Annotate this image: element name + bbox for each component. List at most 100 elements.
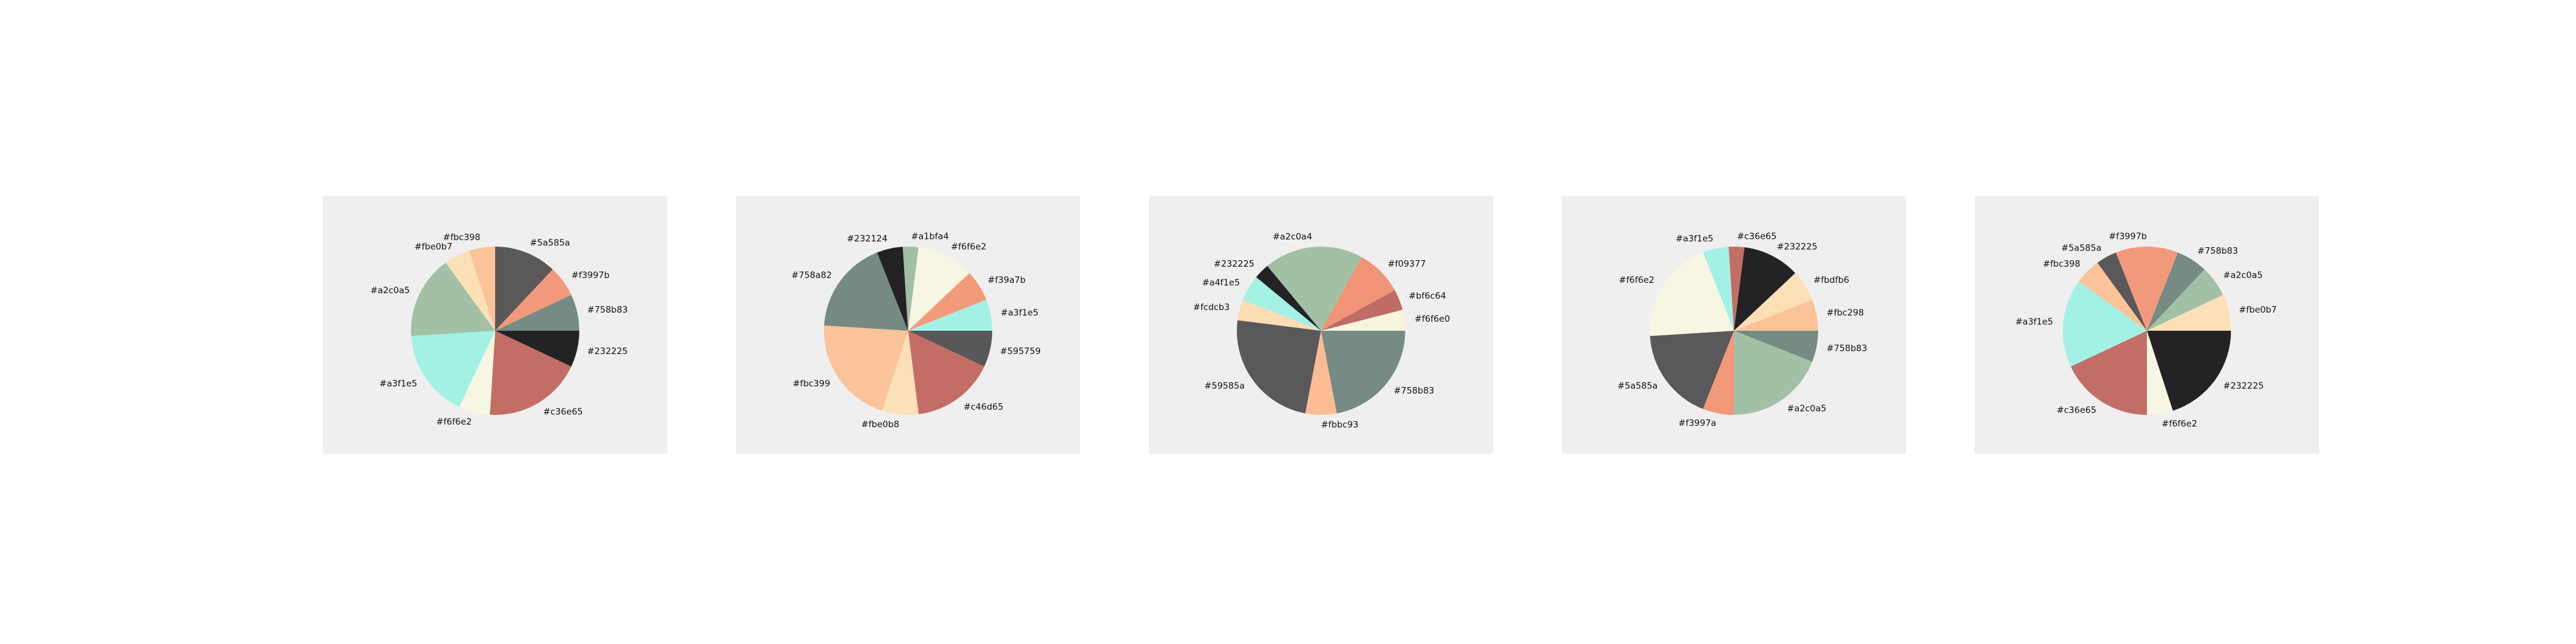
pie-chart-5: #232225 #f6f6e2 #c36e65 #a3f1e5 #fbc398 #5a58…: [2015, 231, 2277, 428]
slice-label: #232225: [587, 346, 628, 357]
pie-slice: [902, 247, 919, 331]
slice-label: #a2c0a4: [1272, 232, 1312, 242]
slice-label: #232225: [2223, 381, 2264, 392]
slice-label: #f3997a: [1678, 418, 1716, 428]
pie-slice: [1734, 331, 1812, 415]
pie-slice: [1650, 252, 1734, 337]
pie-slice: [2071, 331, 2147, 415]
slice-label: #a2c0a5: [370, 285, 410, 296]
pie-slice: [908, 300, 992, 331]
slice-label: #f6f6e0: [1414, 314, 1450, 324]
slice-label: #fbbc93: [1321, 420, 1359, 430]
pie-slice: [1734, 300, 1818, 331]
slice-label: #758b83: [1393, 386, 1434, 396]
pie-slice: [1321, 331, 1405, 414]
slice-label: #758a82: [792, 270, 832, 280]
pie-slice: [1703, 331, 1734, 415]
slice-label: #c36e65: [543, 406, 583, 417]
pie-slice: [824, 252, 908, 331]
slice-label: #5a585a: [2061, 243, 2102, 253]
pie-slice: [411, 331, 495, 407]
pie-chart-panel-5: #232225 #f6f6e2 #c36e65 #a3f1e5 #fbc398 #5a58…: [1975, 196, 2319, 454]
slice-label: #c46d65: [964, 402, 1004, 412]
pie-slice: [411, 262, 495, 337]
pie-slice: [2147, 252, 2204, 331]
pie-slice: [495, 269, 572, 331]
slice-label: #f3997b: [2109, 231, 2147, 241]
pie-slice: [445, 250, 495, 331]
pie-slice: [489, 331, 572, 415]
pie-slice: [2147, 294, 2231, 331]
slice-label: #a4f1e5: [1202, 278, 1239, 288]
pie-slice: [1267, 246, 1362, 331]
slice-label: #f09377: [1388, 259, 1426, 269]
pie-slice: [495, 247, 553, 331]
pie-slice: [2147, 331, 2173, 415]
slice-label: #a3f1e5: [1001, 308, 1038, 318]
pie-slice: [908, 331, 984, 414]
pie-slice: [882, 331, 919, 415]
slice-label: #fbc398: [443, 232, 480, 243]
slice-label: #fbe0b7: [414, 241, 452, 252]
slice-label: #232225: [1214, 259, 1254, 269]
pie-slice: [908, 331, 992, 367]
slice-label: #fbc298: [1827, 308, 1864, 318]
pie-slice: [495, 331, 579, 367]
slice-label: #a1bfa4: [911, 231, 949, 241]
pie-slice: [459, 331, 495, 415]
slice-label: #fbc398: [2043, 259, 2080, 269]
pie-chart-3: #758b83 #fbbc93 #59585a #fcdcb3 #a4f1e5 #2322…: [1193, 232, 1450, 430]
slice-label: #5a585a: [1617, 381, 1658, 392]
pie-slice: [469, 247, 495, 331]
pie-chart-2: #595759 #c46d65 #fbe0b8 #fbc399 #758a82 #2321…: [792, 231, 1041, 430]
slice-label: #f6f6e2: [1619, 275, 1654, 285]
pie-slice: [1321, 290, 1403, 331]
pie-chart-panel-2: #595759 #c46d65 #fbe0b8 #fbc399 #758a82 #2321…: [736, 196, 1080, 454]
pie-chart-panel-3: #758b83 #fbbc93 #59585a #fcdcb3 #a4f1e5 #2322…: [1149, 196, 1493, 454]
pie-slice: [2078, 262, 2147, 331]
slice-label: #758b83: [587, 305, 628, 315]
pie-slice: [1321, 257, 1395, 331]
slice-label: #fbe0b8: [861, 419, 900, 430]
pie-slice: [1734, 331, 1818, 362]
slice-label: #a2c0a5: [2223, 270, 2263, 280]
slice-label: #232124: [847, 234, 887, 244]
slice-label: #f6f6e2: [951, 241, 986, 252]
pie-slice: [2116, 246, 2178, 331]
pie-slice: [908, 273, 986, 331]
pie-chart-1: #232225 #c36e65 #f6f6e2 #a3f1e5 #a2c0a5 #fbe0…: [370, 232, 628, 427]
pie-slice: [824, 325, 908, 411]
pie-chart-panel-4: #758b83 #a2c0a5 #f3997a #5a585a #f6f6e2 #a3f1…: [1562, 196, 1906, 454]
pie-chart-4: #758b83 #a2c0a5 #f3997a #5a585a #f6f6e2 #a3f1…: [1617, 231, 1867, 428]
pie-slice: [1305, 331, 1337, 416]
slice-label: #a3f1e5: [2015, 316, 2053, 327]
pie-slice: [495, 294, 579, 331]
slice-label: #bf6c64: [1408, 291, 1446, 301]
slice-label: #fbe0b7: [2239, 305, 2277, 315]
pie-slice: [1728, 247, 1745, 331]
pie-slice: [1650, 331, 1734, 409]
pie-slice: [1237, 320, 1321, 414]
slice-label: #5a585a: [530, 238, 570, 249]
pie-slice: [1238, 300, 1321, 331]
slice-label: #f3997b: [572, 270, 610, 280]
slice-label: #f39a7b: [988, 275, 1026, 285]
slice-label: #a3f1e5: [1676, 234, 1713, 244]
slice-label: #758b83: [1827, 343, 1867, 353]
pie-slice: [1256, 265, 1321, 331]
slice-label: #a2c0a5: [1787, 403, 1827, 414]
slice-label: #fcdcb3: [1193, 302, 1230, 313]
slice-label: #fbc399: [793, 379, 830, 389]
slice-label: #c36e65: [1737, 231, 1777, 241]
pie-slice: [877, 247, 908, 331]
pie-slice: [1734, 273, 1812, 331]
pie-slice: [1321, 309, 1405, 331]
pie-slice: [2147, 331, 2231, 411]
pie-chart-panel-1: #232225 #c36e65 #f6f6e2 #a3f1e5 #a2c0a5 #fbe0…: [323, 196, 667, 454]
pie-slice: [2147, 269, 2223, 331]
pie-slice: [2097, 252, 2147, 331]
pie-slice: [1734, 247, 1795, 331]
slice-label: #fbdfb6: [1814, 275, 1849, 285]
pie-slice: [1243, 277, 1321, 331]
slice-label: #a3f1e5: [379, 379, 417, 389]
